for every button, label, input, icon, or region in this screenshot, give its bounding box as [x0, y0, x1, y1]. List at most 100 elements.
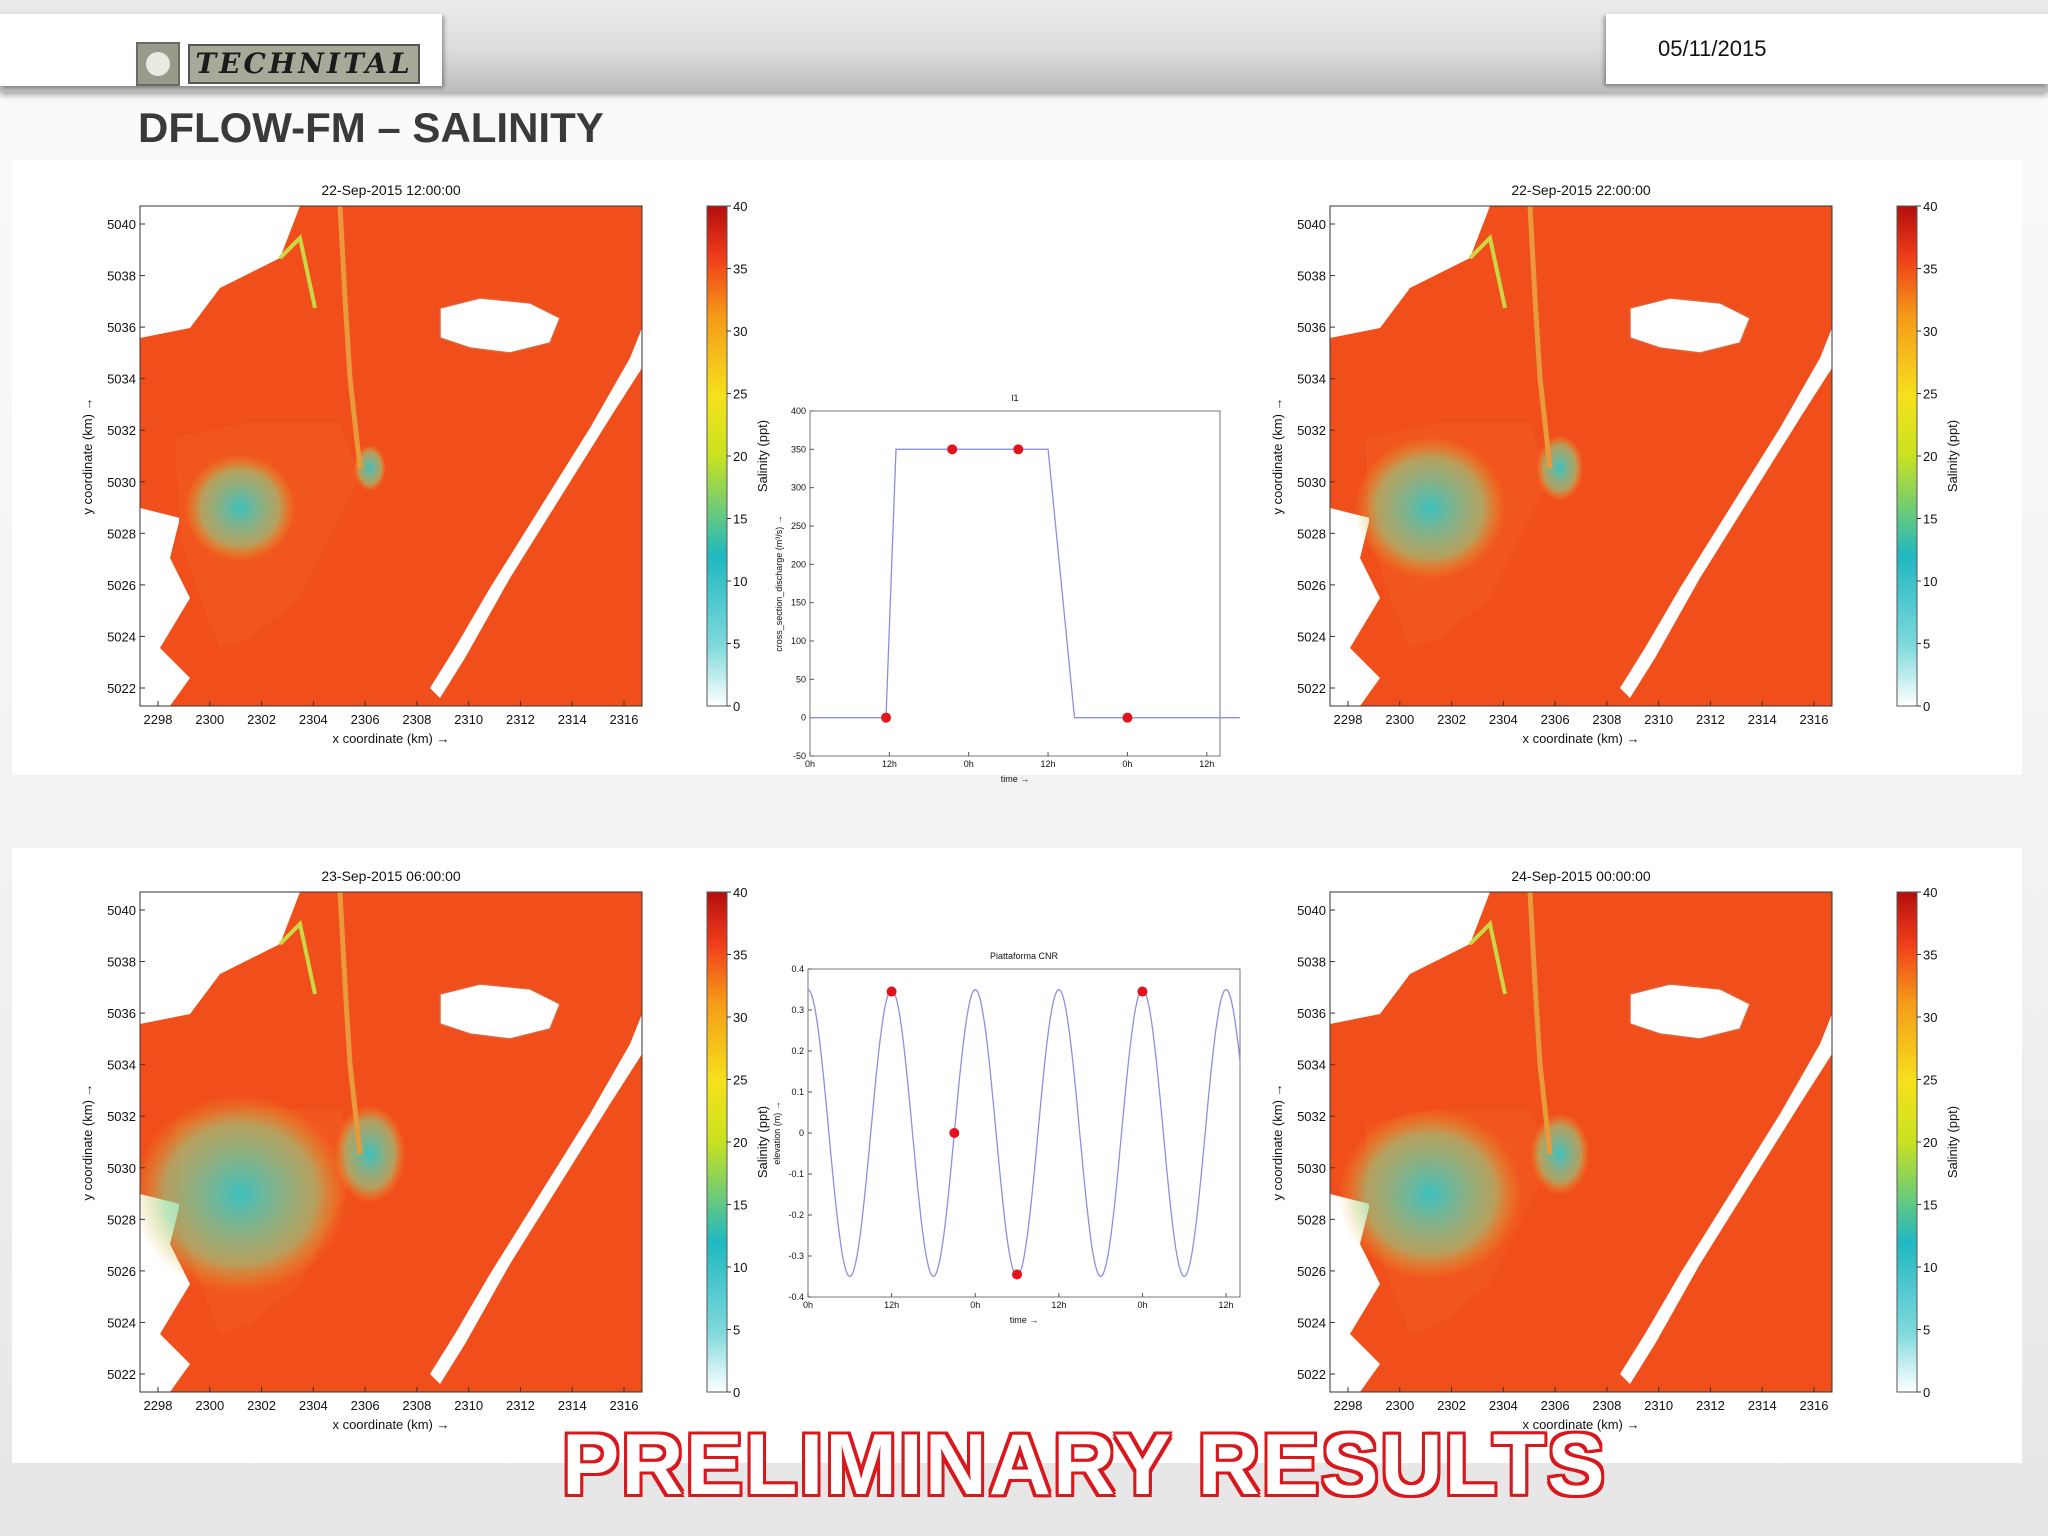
x-tick-label: 2300: [195, 712, 224, 727]
y-tick-label: 5034: [107, 372, 136, 387]
mainland-top: [140, 892, 300, 1024]
map-frame: [139, 891, 643, 1393]
x-axis-label: time →: [1010, 1315, 1039, 1325]
freshwater-plume: [140, 1094, 348, 1294]
mainland-top: [140, 206, 300, 338]
colorbar-tick-label: 35: [1923, 948, 1937, 963]
y-tick-label: -0.1: [788, 1169, 804, 1179]
y-tick-label: 5038: [107, 269, 136, 284]
map-plot-area: [140, 206, 642, 706]
map-title: 24-Sep-2015 00:00:00: [1511, 868, 1651, 884]
y-tick-label: -0.3: [788, 1251, 804, 1261]
y-tick-label: 5028: [1297, 1212, 1326, 1227]
colorbar-tick-label: 20: [1923, 449, 1937, 464]
colorbar-tick-label: 20: [1923, 1135, 1937, 1150]
map-plot-area: [1330, 206, 1832, 706]
y-tick-label: 5040: [1297, 217, 1326, 232]
freshwater-plume: [184, 454, 296, 562]
barrier-island: [430, 328, 642, 698]
y-tick-label: 5036: [1297, 320, 1326, 335]
chart-frame: [809, 410, 1221, 757]
map-frame: [139, 205, 643, 707]
channel: [278, 233, 317, 309]
slide-date: 05/11/2015: [1658, 36, 1767, 61]
x-tick-label: 2298: [144, 1398, 173, 1413]
mainland-top: [1330, 892, 1490, 1024]
y-tick-label: 5022: [1297, 681, 1326, 696]
colorbar-tick-label: 35: [1923, 262, 1937, 277]
y-axis-label: cross_section_discharge (m³/s) →: [774, 515, 784, 652]
y-tick-label: 5038: [107, 955, 136, 970]
channel: [1527, 206, 1553, 469]
y-tick-label: 0.4: [791, 964, 804, 974]
colorbar-tick-label: 0: [1923, 1385, 1930, 1400]
colorbar-tick-label: 10: [733, 574, 747, 589]
x-tick-label: 2312: [1696, 1398, 1725, 1413]
x-tick-label: 2310: [1644, 1398, 1673, 1413]
y-tick-label: 0.2: [791, 1046, 804, 1056]
salinity-map-4: 24-Sep-2015 00:00:00 2298 2300 2302 2304 2306…: [1270, 868, 1960, 1432]
colorbar-tick-label: 35: [733, 948, 747, 963]
y-tick-label: 0.3: [791, 1005, 804, 1015]
x-tick-label: 12h: [1219, 1300, 1234, 1310]
x-tick-label: 2300: [195, 1398, 224, 1413]
data-marker: [881, 712, 892, 723]
x-tick-label: 12h: [1041, 759, 1056, 769]
y-tick-label: 5038: [1297, 955, 1326, 970]
x-tick-label: 2302: [1437, 712, 1466, 727]
y-tick-label: 5026: [1297, 1264, 1326, 1279]
colorbar-tick-label: 30: [733, 1010, 747, 1025]
colorbar-tick-label: 5: [1923, 637, 1930, 652]
x-tick-label: 2302: [247, 712, 276, 727]
venice-island: [439, 983, 561, 1040]
y-axis-label: y coordinate (km) →: [80, 1083, 95, 1200]
x-tick-label: 2298: [144, 712, 173, 727]
y-tick-label: 5040: [107, 217, 136, 232]
y-tick-label: 5024: [1297, 629, 1326, 644]
y-tick-label: 5026: [107, 578, 136, 593]
map-title: 22-Sep-2015 22:00:00: [1511, 182, 1651, 198]
series-line: [807, 988, 1241, 1278]
channel: [337, 206, 363, 469]
colorbar-tick-label: 20: [733, 449, 747, 464]
x-tick-label: 0h: [803, 1300, 813, 1310]
x-tick-label: 0h: [964, 759, 974, 769]
colorbar-tick-label: 25: [1923, 387, 1937, 402]
x-tick-label: 2314: [1748, 712, 1777, 727]
mainland-bottom: [1330, 1194, 1380, 1392]
y-axis-label: elevation (m) →: [772, 1101, 782, 1165]
colorbar-tick-label: 0: [733, 1385, 740, 1400]
y-tick-label: 300: [791, 483, 806, 493]
x-tick-label: 2316: [1800, 712, 1829, 727]
x-tick-label: 0h: [1122, 759, 1132, 769]
y-tick-label: 400: [791, 406, 806, 416]
x-tick-label: 2316: [1800, 1398, 1829, 1413]
y-tick-label: 350: [791, 444, 806, 454]
y-tick-label: -50: [793, 751, 806, 761]
map-frame: [1329, 205, 1833, 707]
x-tick-label: 2310: [454, 712, 483, 727]
x-tick-label: 2308: [1592, 712, 1621, 727]
slide-title: DFLOW-FM – SALINITY: [138, 104, 604, 151]
y-tick-label: 5036: [1297, 1006, 1326, 1021]
map-frame: [1329, 891, 1833, 1393]
x-tick-label: 2302: [1437, 1398, 1466, 1413]
channel: [1527, 892, 1553, 1155]
x-tick-label: 2314: [558, 712, 587, 727]
y-tick-label: 0: [799, 1128, 804, 1138]
colorbar-tick-label: 30: [733, 324, 747, 339]
mainland-top: [1330, 206, 1490, 338]
chart-title: Piattaforma CNR: [990, 951, 1059, 961]
colorbar-tick-label: 25: [1923, 1073, 1937, 1088]
x-tick-label: 2312: [1696, 712, 1725, 727]
y-tick-label: 5034: [1297, 372, 1326, 387]
x-tick-label: 2300: [1385, 1398, 1414, 1413]
preliminary-results-banner: PRELIMINARY RESULTS: [562, 1417, 1607, 1513]
colorbar-tick-label: 10: [733, 1260, 747, 1275]
date-box: 05/11/2015: [1606, 14, 2048, 84]
colorbar-label: Salinity (ppt): [755, 420, 770, 492]
company-logo: TECHNITAL: [0, 14, 442, 86]
y-tick-label: -0.4: [788, 1292, 804, 1302]
x-tick-label: 2298: [1334, 1398, 1363, 1413]
colorbar-label: Salinity (ppt): [1945, 420, 1960, 492]
